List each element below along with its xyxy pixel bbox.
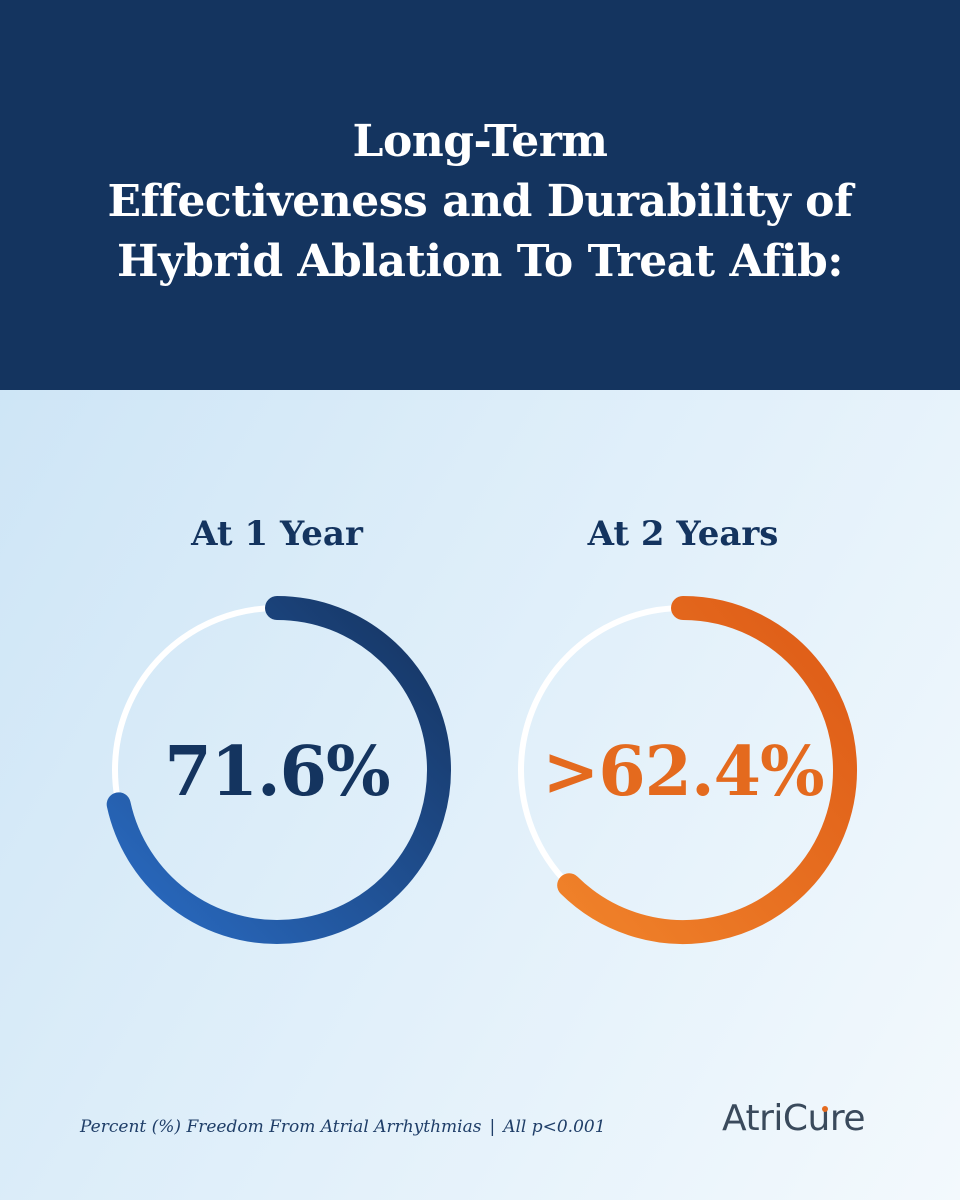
- footnote-significance: All p<0.001: [503, 1117, 606, 1137]
- logo-wordmark: AtriCure: [722, 1098, 866, 1139]
- atricure-logo: AtriCure: [722, 1094, 888, 1144]
- title-line-1: Long-Term: [352, 116, 608, 167]
- footnote: Percent (%) Freedom From Atrial Arrhythm…: [80, 1115, 606, 1139]
- title-line-3: Hybrid Ablation To Treat Afib:: [117, 236, 843, 287]
- ring-value-arc: [106, 596, 451, 944]
- data-label-2-years: >62.4%: [542, 732, 824, 812]
- charts-area: At 1 Year 71.6% At 2 Years >62.4%: [0, 390, 960, 1200]
- data-label-1-year: 71.6%: [164, 732, 390, 812]
- logo-accent-icon: [822, 1106, 828, 1112]
- chart-title-2-years: At 2 Years: [587, 514, 779, 554]
- chart-title-1-year: At 1 Year: [191, 514, 363, 554]
- page-title: Long-Term Effectiveness and Durability o…: [40, 112, 920, 292]
- footnote-metric: Percent (%) Freedom From Atrial Arrhythm…: [80, 1117, 482, 1137]
- header-banner: Long-Term Effectiveness and Durability o…: [0, 0, 960, 390]
- donut-chart-2-years: [518, 596, 857, 944]
- ring-value-arc: [557, 596, 857, 944]
- title-line-2: Effectiveness and Durability of: [107, 176, 853, 227]
- donut-chart-1-year: [106, 596, 451, 944]
- footnote-separator: |: [489, 1117, 496, 1137]
